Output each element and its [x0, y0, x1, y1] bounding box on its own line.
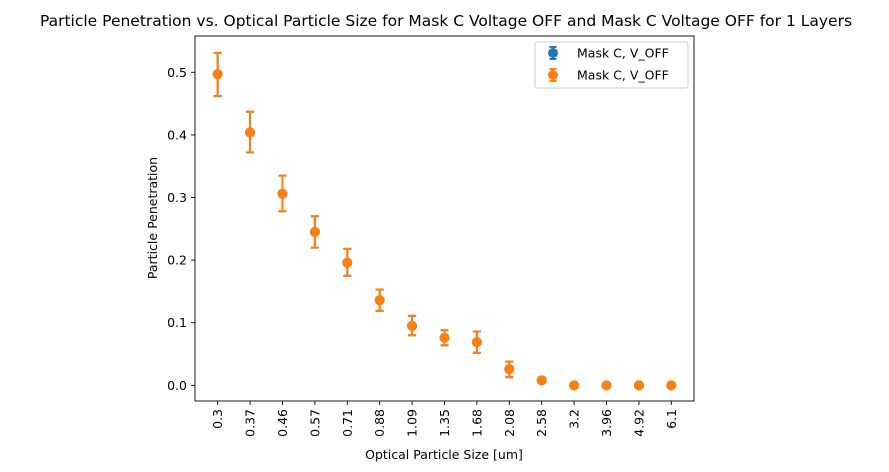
data-point: [666, 380, 677, 391]
legend: Mask C, V_OFF Mask C, V_OFF: [534, 41, 689, 89]
x-tick-label: 0.37: [243, 409, 258, 437]
data-point: [601, 380, 612, 391]
legend-label: Mask C, V_OFF: [577, 68, 669, 83]
data-point: [439, 332, 450, 343]
x-tick-label: 3.96: [599, 409, 614, 437]
legend-marker: [548, 48, 558, 58]
x-tick-label: 0.71: [340, 409, 355, 437]
legend-label: Mask C, V_OFF: [577, 46, 669, 61]
legend-marker: [548, 70, 558, 80]
x-tick-label: 1.35: [437, 409, 452, 437]
y-tick-label: 0.0: [167, 378, 187, 393]
data-point: [407, 320, 418, 331]
x-tick-label: 0.88: [372, 409, 387, 437]
x-tick-label: 1.68: [469, 409, 484, 437]
data-point: [309, 226, 320, 237]
x-tick-label: 0.3: [210, 409, 225, 429]
data-point: [471, 337, 482, 348]
data-point: [277, 188, 288, 199]
data-point: [569, 380, 580, 391]
data-point: [633, 380, 644, 391]
x-tick-label: 4.92: [631, 409, 646, 437]
data-point: [342, 257, 353, 268]
legend-box: [534, 41, 689, 89]
x-tick-label: 2.08: [502, 409, 517, 437]
x-tick-label: 1.09: [405, 409, 420, 437]
y-tick-label: 0.2: [167, 253, 187, 268]
y-tick-label: 0.5: [167, 65, 187, 80]
data-point: [245, 127, 256, 138]
x-tick-label: 6.1: [664, 409, 679, 429]
data-point: [212, 69, 223, 80]
y-tick-label: 0.3: [167, 190, 187, 205]
data-point: [536, 375, 547, 386]
x-tick-label: 0.57: [307, 409, 322, 437]
x-tick-label: 3.2: [567, 409, 582, 429]
plot-area: 0.0 0.1 0.2 0.3 0.4 0.5 0.3 0.37 0.46 0.57 0.71 0.8…: [167, 35, 695, 437]
y-axis-label: Particle Penetration: [145, 157, 160, 279]
data-point: [374, 295, 385, 306]
x-tick-label: 2.58: [534, 409, 549, 437]
x-axis-label: Optical Particle Size [um]: [365, 447, 523, 462]
y-tick-label: 0.1: [167, 315, 187, 330]
data-point: [504, 364, 515, 375]
x-tick-label: 0.46: [275, 409, 290, 437]
chart-title: Particle Penetration vs. Optical Particl…: [40, 12, 852, 30]
y-tick-label: 0.4: [167, 127, 187, 142]
series-1: [212, 51, 677, 391]
